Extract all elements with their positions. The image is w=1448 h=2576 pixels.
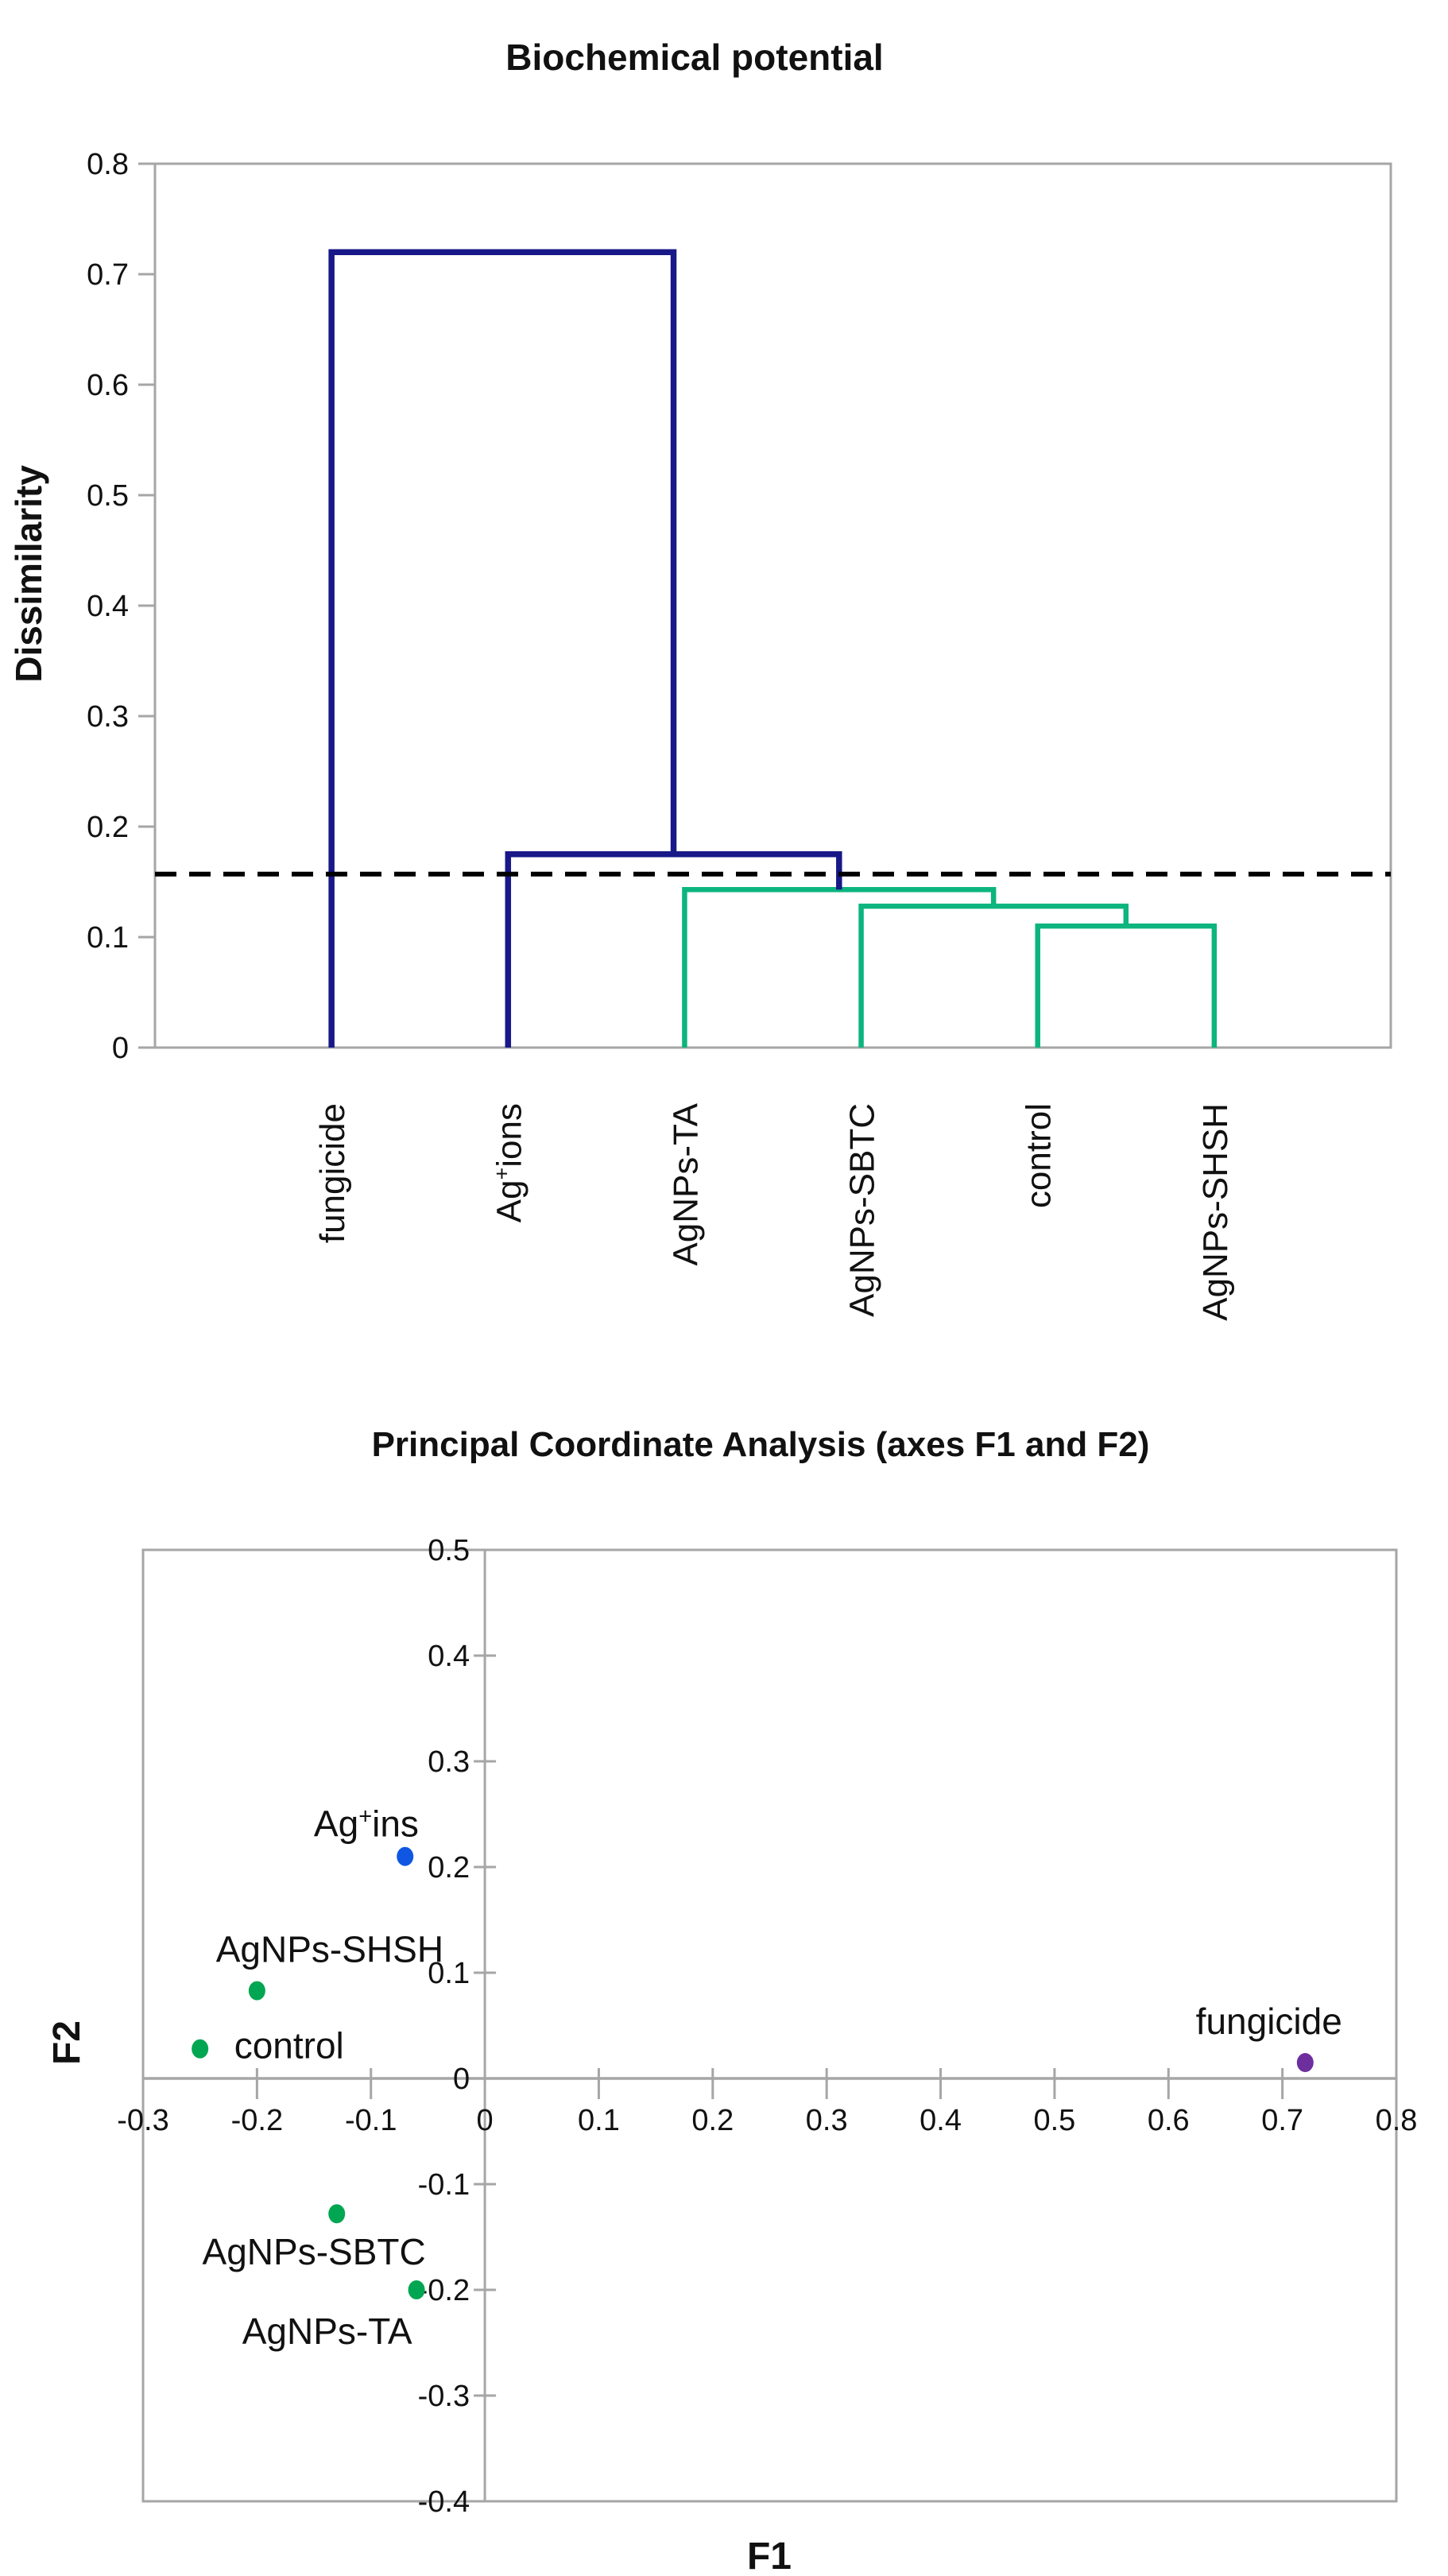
leaf-label: fungicide	[313, 1103, 352, 1243]
data-point-control	[192, 2039, 209, 2059]
x-tick-label: 0.2	[691, 2104, 734, 2137]
x-tick-label: -0.3	[117, 2104, 168, 2137]
y-tick-label: 0.1	[87, 921, 129, 955]
y-tick-label: 0.7	[87, 258, 129, 292]
point-label: AgNPs-SHSH	[216, 1929, 443, 1970]
chart-title: Biochemical potential	[505, 37, 883, 78]
dendrogram-link	[682, 886, 997, 1048]
data-point-agnps-ta	[408, 2280, 425, 2299]
point-label: fungicide	[1196, 2001, 1342, 2042]
y-tick-label: 0.5	[87, 479, 129, 513]
x-tick-label: 0.7	[1261, 2104, 1303, 2137]
x-tick-label: 0.1	[578, 2104, 620, 2137]
y-tick-label: 0.2	[87, 811, 129, 844]
y-tick-label: 0.5	[428, 1534, 470, 1567]
y-axis-label: Dissimilarity	[8, 465, 49, 683]
y-tick-label: -0.4	[418, 2485, 470, 2519]
data-point-ag-ins	[397, 1846, 414, 1866]
dendrogram-link	[1035, 923, 1218, 1048]
point-label: AgNPs-TA	[242, 2311, 412, 2352]
y-tick-label: 0.4	[87, 590, 129, 623]
x-tick-label: -0.2	[231, 2104, 283, 2137]
data-point-agnps-shsh	[248, 1981, 265, 2001]
y-tick-label: 0	[112, 1032, 129, 1065]
y-tick-label: 0.2	[428, 1851, 470, 1885]
leaf-label: AgNPs-SHSH	[1196, 1103, 1235, 1321]
plot-border	[141, 1548, 1398, 2503]
y-tick-label: 0.8	[87, 148, 129, 181]
leaf-label: Ag+ions	[490, 1103, 528, 1222]
y-axis-label: F2	[46, 2020, 88, 2065]
leaf-label: AgNPs-TA	[666, 1102, 705, 1265]
y-tick-label: 0.1	[428, 1957, 470, 1990]
y-tick-label: -0.1	[418, 2168, 470, 2202]
x-tick-label: 0.6	[1148, 2104, 1190, 2137]
x-tick-label: 0	[477, 2104, 494, 2137]
pcoa-chart: Principal Coordinate Analysis (axes F1 a…	[46, 1425, 1417, 2576]
y-tick-label: 0.6	[87, 369, 129, 402]
chart-title: Principal Coordinate Analysis (axes F1 a…	[372, 1425, 1150, 1464]
x-axis-label: F1	[747, 2535, 792, 2576]
y-tick-label: 0.3	[87, 700, 129, 734]
y-tick-label: 0.3	[428, 1745, 470, 1779]
data-point-agnps-sbtc	[328, 2204, 346, 2224]
x-tick-label: 0.4	[920, 2104, 962, 2137]
x-tick-label: 0.5	[1033, 2104, 1075, 2137]
y-tick-label: 0.4	[428, 1640, 470, 1673]
point-label: control	[234, 2025, 344, 2067]
plot-border	[153, 162, 1392, 1049]
dendrogram-link	[328, 249, 677, 1048]
x-tick-label: 0.3	[806, 2104, 848, 2137]
y-tick-label: -0.2	[418, 2274, 470, 2307]
point-label: Ag+ins	[314, 1803, 419, 1844]
y-tick-label: 0	[453, 2063, 470, 2096]
dendrogram-link	[505, 851, 842, 1048]
leaf-label: control	[1020, 1103, 1059, 1208]
point-label: AgNPs-SBTC	[203, 2231, 426, 2272]
leaf-label: AgNPs-SBTC	[843, 1103, 882, 1317]
x-tick-label: -0.1	[345, 2104, 397, 2137]
y-tick-label: -0.3	[418, 2380, 470, 2413]
x-tick-label: 0.8	[1376, 2104, 1418, 2137]
dendrogram-chart: Biochemical potential Dissimilarity 0 0.1 0.…	[8, 37, 1392, 1321]
data-point-fungicide	[1296, 2053, 1314, 2073]
